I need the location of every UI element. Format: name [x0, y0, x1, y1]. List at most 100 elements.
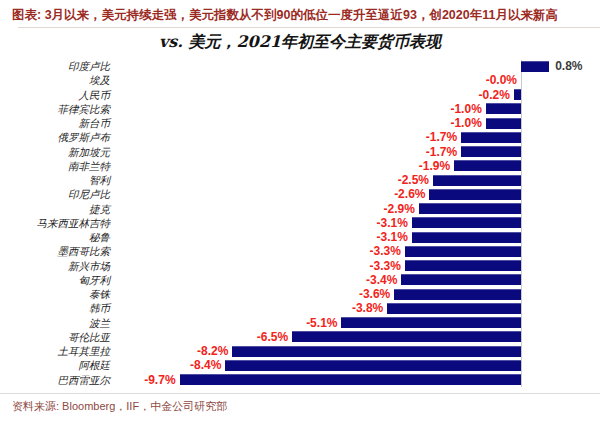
- category-label: 墨西哥比索: [0, 244, 113, 258]
- bar-track: -1.0%: [113, 116, 600, 130]
- bar: [401, 274, 521, 285]
- value-label: -1.7%: [426, 130, 457, 145]
- chart-row: 人民币 -0.2%: [0, 88, 600, 102]
- category-label: 巴西雷亚尔: [0, 373, 113, 387]
- bar: [387, 303, 521, 314]
- bar: [412, 217, 521, 228]
- bar: [419, 203, 521, 214]
- bar: [521, 61, 549, 72]
- bar-track: -3.6%: [113, 287, 600, 301]
- category-label: 泰铢: [0, 287, 113, 301]
- chart-title: vs. 美元，2021年初至今主要货币表现: [0, 32, 600, 53]
- bar-track: -1.0%: [113, 102, 600, 116]
- bar-track: -2.9%: [113, 202, 600, 216]
- chart-row: 阿根廷 -8.4%: [0, 358, 600, 372]
- value-label: -1.0%: [450, 116, 481, 131]
- category-label: 波兰: [0, 316, 113, 330]
- value-label: -2.9%: [384, 202, 415, 217]
- bar-track: -0.2%: [113, 88, 600, 102]
- category-label: 新兴市场: [0, 259, 113, 273]
- value-label: -5.1%: [306, 316, 337, 331]
- bar-track: -3.3%: [113, 244, 600, 258]
- value-label: -1.9%: [419, 159, 450, 174]
- bar-track: -5.1%: [113, 316, 600, 330]
- chart-row: 巴西雷亚尔 -9.7%: [0, 373, 600, 387]
- chart-figure: 图表: 3月以来，美元持续走强，美元指数从不到90的低位一度升至逼近93，创20…: [0, 0, 600, 423]
- chart-row: 俄罗斯卢布-1.7%: [0, 130, 600, 144]
- chart-row: 新兴市场 -3.3%: [0, 259, 600, 273]
- bar-track: -3.3%: [113, 259, 600, 273]
- bar-track: -3.1%: [113, 216, 600, 230]
- value-label: -8.2%: [197, 344, 228, 359]
- bar-track: -0.0%: [113, 73, 600, 87]
- chart-row: 土耳其里拉 -8.2%: [0, 344, 600, 358]
- category-label: 新加坡元: [0, 145, 113, 159]
- value-label: -2.6%: [394, 187, 425, 202]
- category-label: 菲律宾比索: [0, 102, 113, 116]
- chart-row: 智利 -2.5%: [0, 173, 600, 187]
- chart-row: 新台币 -1.0%: [0, 116, 600, 130]
- bar: [514, 89, 521, 100]
- value-label: -6.5%: [257, 330, 288, 345]
- category-label: 印尼卢比: [0, 187, 113, 201]
- bar: [461, 132, 521, 143]
- value-label: -8.4%: [190, 358, 221, 373]
- chart-row: 印尼卢比 -2.6%: [0, 187, 600, 201]
- chart-row: 秘鲁-3.1%: [0, 230, 600, 244]
- value-label: -9.7%: [144, 373, 175, 388]
- value-label: -1.7%: [426, 145, 457, 160]
- bar-track: -2.5%: [113, 173, 600, 187]
- bar: [405, 246, 521, 257]
- value-label: -3.8%: [352, 301, 383, 316]
- bar-track: -8.4%: [113, 358, 600, 372]
- category-label: 马来西亚林吉特: [0, 216, 113, 230]
- value-label: -2.5%: [398, 173, 429, 188]
- bar-track: -3.8%: [113, 301, 600, 315]
- value-label: -0.2%: [479, 88, 510, 103]
- category-label: 韩币: [0, 301, 113, 315]
- bar-track: -8.2%: [113, 344, 600, 358]
- chart-row: 新加坡元 -1.7%: [0, 145, 600, 159]
- category-label: 新台币: [0, 116, 113, 130]
- value-label: -3.1%: [377, 216, 408, 231]
- category-label: 匈牙利: [0, 273, 113, 287]
- bar-track: -3.4%: [113, 273, 600, 287]
- value-label: -0.0%: [486, 73, 517, 88]
- bar: [394, 289, 521, 300]
- bar: [180, 374, 521, 385]
- chart-row: 菲律宾比索 -1.0%: [0, 102, 600, 116]
- chart-row: 波兰 -5.1%: [0, 316, 600, 330]
- category-label: 土耳其里拉: [0, 344, 113, 358]
- caption-divider: [18, 27, 600, 28]
- chart-row: 印度卢比0.8%: [0, 59, 600, 73]
- bar: [412, 232, 521, 243]
- bar-track: -1.9%: [113, 159, 600, 173]
- bar: [429, 189, 521, 200]
- category-label: 人民币: [0, 88, 113, 102]
- bar-track: -9.7%: [113, 373, 600, 387]
- bar-track: -3.1%: [113, 230, 600, 244]
- bar: [225, 360, 521, 371]
- category-label: 智利: [0, 173, 113, 187]
- value-label: -1.0%: [450, 102, 481, 117]
- chart-row: 泰铢-3.6%: [0, 287, 600, 301]
- value-label: -3.3%: [369, 259, 400, 274]
- bar: [461, 146, 521, 157]
- bar: [341, 317, 521, 328]
- value-label: -3.3%: [369, 244, 400, 259]
- bar-track: -2.6%: [113, 187, 600, 201]
- chart-row: 墨西哥比索 -3.3%: [0, 244, 600, 258]
- source-note: 资料来源: Bloomberg，IIF，中金公司研究部: [12, 399, 227, 414]
- value-label: -3.4%: [366, 273, 397, 288]
- bar: [405, 260, 521, 271]
- chart-row: 捷克-2.9%: [0, 202, 600, 216]
- category-label: 哥伦比亚: [0, 330, 113, 344]
- category-label: 埃及: [0, 73, 113, 87]
- bar-track: -1.7%: [113, 145, 600, 159]
- bar-chart: 印度卢比0.8%埃及 -0.0% 人民币 -0.2% 菲律宾比索 -1.0% 新台币 -1.0…: [0, 59, 600, 389]
- bar: [292, 331, 521, 342]
- bar: [454, 160, 521, 171]
- category-label: 阿根廷: [0, 358, 113, 372]
- footer-divider: [0, 393, 600, 394]
- bar: [433, 175, 521, 186]
